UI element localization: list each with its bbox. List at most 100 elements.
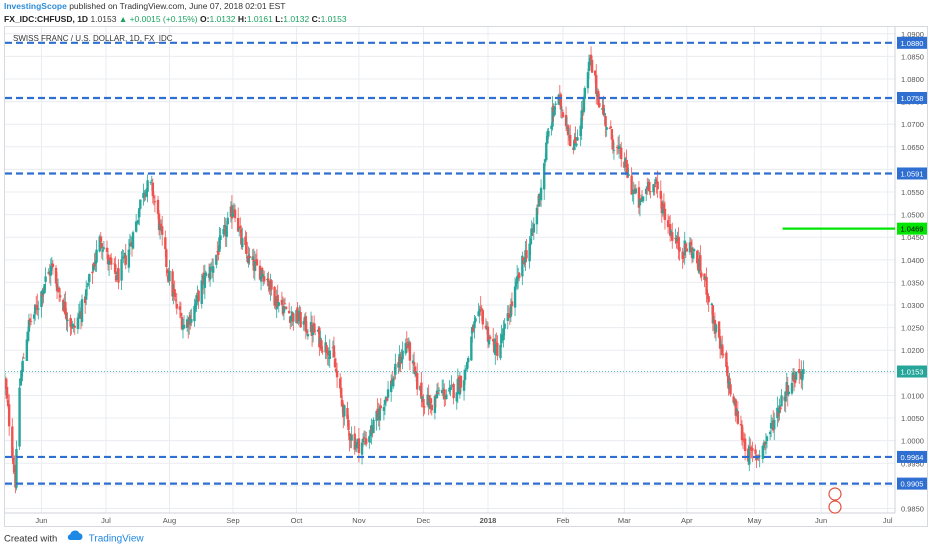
candle-up: [521, 255, 524, 277]
candle-up: [86, 286, 89, 287]
candle-up: [19, 378, 22, 386]
candle-up: [84, 289, 88, 300]
tradingview-brand[interactable]: TradingView: [88, 533, 144, 545]
last-price: 1.0153: [90, 14, 117, 24]
candle-down: [320, 340, 323, 351]
candle-down: [325, 345, 328, 354]
candle-down: [159, 223, 163, 227]
candle-up: [442, 388, 445, 390]
candle-up: [400, 359, 403, 363]
candle-up: [145, 188, 148, 197]
candle-up: [437, 390, 441, 392]
candle-down: [152, 196, 156, 199]
x-tick-label: 2018: [480, 516, 497, 525]
candle-down: [73, 325, 76, 328]
candle-down: [248, 256, 251, 259]
y-tick-label: 1.0300: [901, 301, 924, 310]
candle-up: [21, 360, 24, 372]
candle-up: [361, 438, 365, 443]
candle-up: [66, 319, 69, 322]
y-tick-label: 0.9850: [901, 504, 924, 513]
candle-down: [245, 241, 248, 254]
candle-up: [193, 305, 196, 322]
candle-down: [280, 299, 284, 305]
candle-down: [480, 308, 483, 311]
candle-down: [602, 104, 605, 116]
candle-up: [428, 398, 431, 409]
candle-up: [247, 254, 250, 264]
candle-up: [142, 192, 145, 199]
candle-down: [751, 447, 754, 451]
candle-up: [433, 396, 437, 413]
candle-down: [700, 272, 703, 277]
price-chart[interactable]: 1.09001.08501.08001.07501.07001.06501.06…: [5, 27, 927, 526]
candle-up: [449, 387, 452, 390]
candle-up: [25, 339, 29, 361]
candle-up: [302, 321, 305, 325]
chart-panel[interactable]: 1.09001.08501.08001.07501.07001.06501.06…: [4, 26, 928, 527]
candle-up: [149, 181, 152, 183]
candle-up: [575, 143, 578, 146]
chart-header: InvestingScope published on TradingView.…: [4, 0, 928, 26]
candle-down: [124, 255, 127, 265]
candle-up: [762, 442, 766, 448]
candle-up: [343, 405, 346, 417]
candle-up: [194, 303, 197, 310]
candle-up: [634, 188, 638, 194]
candle-up: [120, 259, 123, 281]
candle-up: [168, 270, 171, 282]
candle-down: [726, 366, 729, 377]
candle-down: [681, 251, 684, 259]
candle-up: [101, 249, 105, 252]
y-tick-label: 1.0000: [901, 437, 924, 446]
candle-down: [109, 257, 113, 265]
x-tick-label: Jul: [883, 516, 893, 525]
x-tick-label: Jun: [35, 516, 47, 525]
candle-up: [560, 109, 564, 111]
candle-down: [732, 396, 735, 403]
candle-up: [714, 324, 718, 333]
candle-down: [792, 374, 796, 382]
candle-down: [305, 330, 309, 334]
level-label: 0.9905: [901, 480, 924, 489]
candle-up: [639, 198, 643, 202]
candle-down: [51, 263, 55, 267]
candle-up: [587, 61, 591, 72]
candle-down: [481, 310, 484, 325]
candle-down: [420, 382, 423, 399]
candle-up: [576, 137, 579, 141]
level-label: 0.9964: [901, 453, 924, 462]
candle-up: [769, 422, 773, 429]
candle-down: [346, 408, 349, 420]
x-tick-label: Feb: [556, 516, 569, 525]
candle-up: [455, 392, 458, 402]
candle-down: [717, 321, 721, 338]
y-tick-label: 1.0900: [901, 30, 924, 39]
candle-up: [790, 382, 794, 394]
candle-down: [217, 250, 220, 256]
candle-up: [539, 187, 543, 201]
candle-down: [117, 268, 120, 283]
author-link[interactable]: InvestingScope: [4, 1, 67, 11]
candle-up: [710, 303, 713, 306]
candle-up: [618, 146, 622, 149]
candle-down: [518, 272, 521, 279]
candle-up: [780, 395, 783, 407]
candle-down: [255, 259, 259, 266]
candle-up: [532, 223, 535, 233]
candle-down: [357, 438, 361, 453]
candle-down: [153, 201, 157, 203]
candle-up: [143, 192, 146, 194]
candle-down: [508, 316, 512, 318]
candle-up: [748, 446, 751, 465]
y-tick-label: 1.0650: [901, 143, 924, 152]
candle-up: [588, 57, 592, 65]
candle-down: [180, 317, 184, 330]
candle-down: [678, 247, 681, 252]
candle-down: [379, 405, 382, 409]
candle-down: [283, 303, 287, 305]
candle-up: [645, 188, 648, 194]
candle-down: [574, 137, 577, 144]
candle-up: [190, 318, 193, 323]
candle-down: [416, 373, 419, 390]
